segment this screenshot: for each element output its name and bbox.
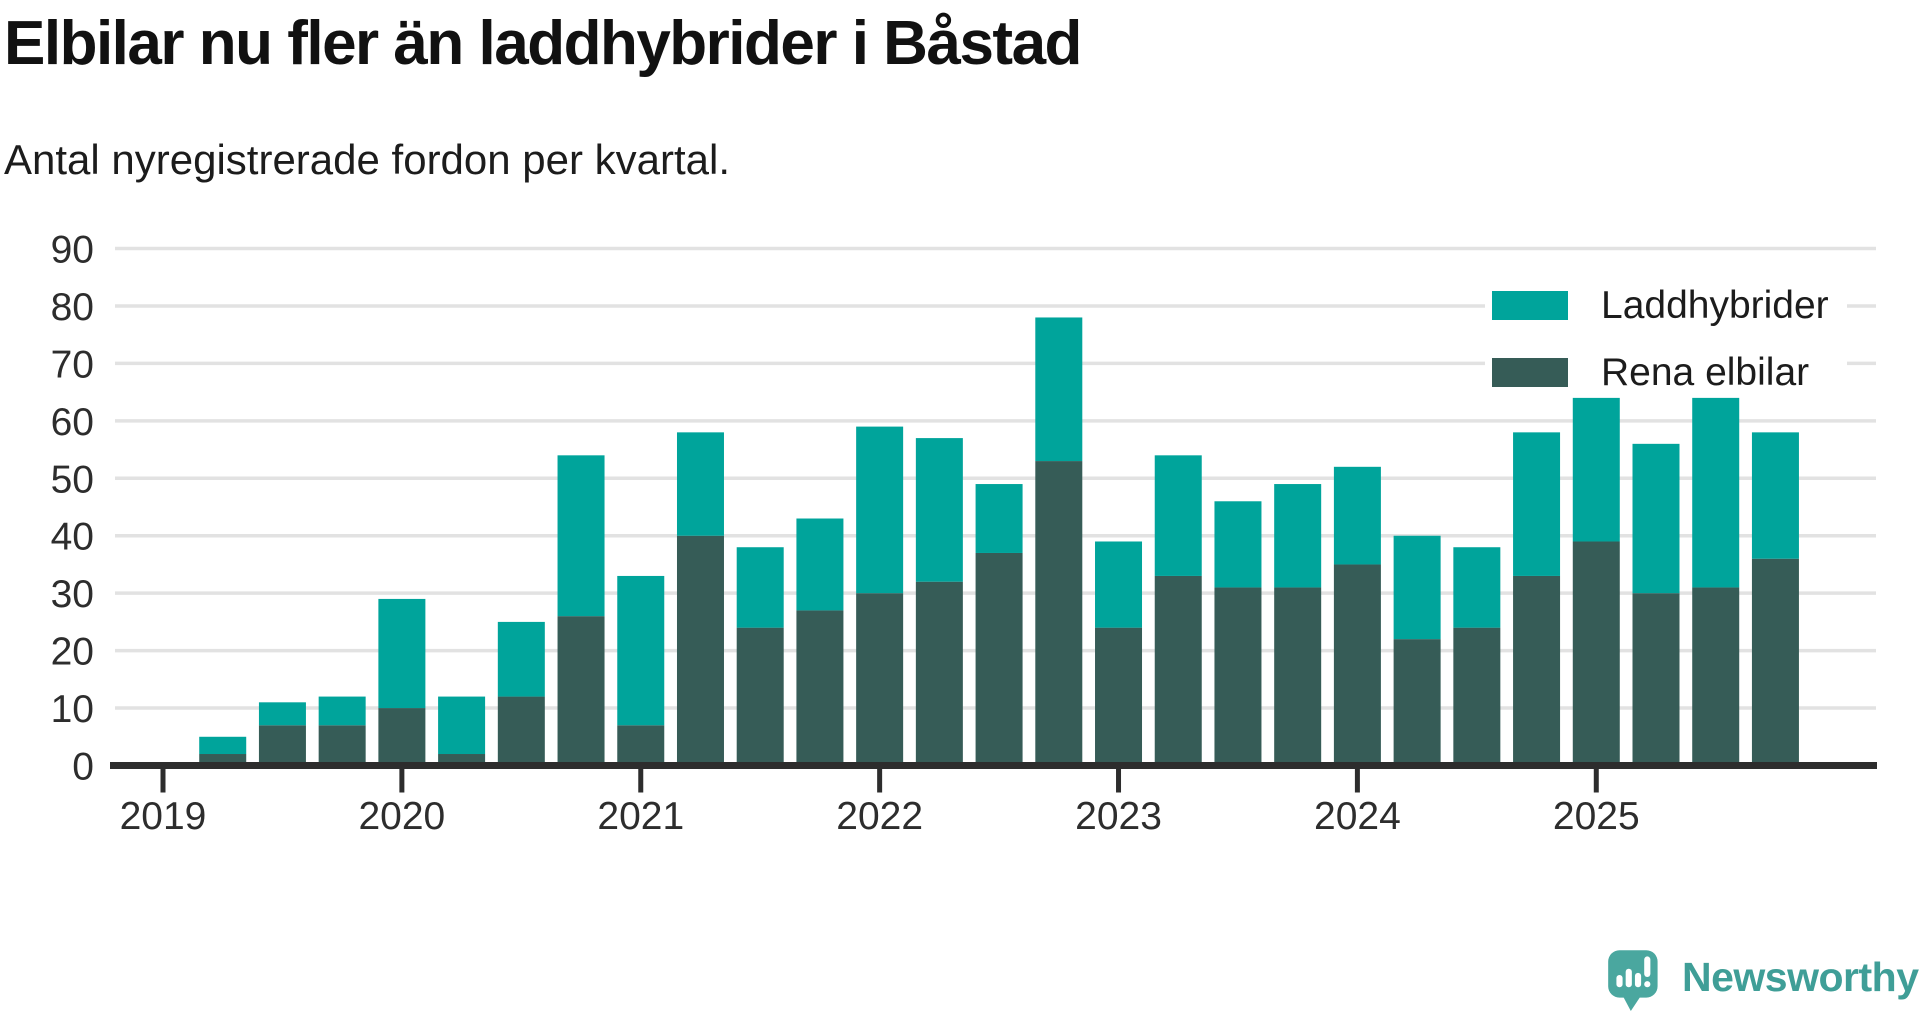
bar-segment-laddhybrider (1214, 501, 1262, 588)
bar-segment-laddhybrider (438, 696, 486, 755)
bar-segment-rena-elbilar (975, 552, 1023, 766)
legend-swatch-rena-elbilar (1492, 358, 1568, 387)
y-tick-label: 0 (72, 746, 94, 789)
bar-segment-rena-elbilar (497, 696, 545, 766)
bar-segment-rena-elbilar (1095, 627, 1143, 766)
bar-segment-laddhybrider (378, 598, 426, 709)
bar-segment-laddhybrider (1095, 541, 1143, 628)
bar-segment-laddhybrider (318, 696, 366, 726)
bar-segment-laddhybrider (856, 426, 904, 594)
bar-segment-rena-elbilar (1035, 461, 1083, 766)
newsworthy-brand: Newsworthy (1606, 942, 1919, 1012)
bar-segment-rena-elbilar (1214, 587, 1262, 766)
legend-swatch-laddhybrider (1492, 291, 1568, 320)
x-tick-label: 2020 (358, 795, 445, 838)
bar-segment-rena-elbilar (736, 627, 784, 766)
bar-segment-rena-elbilar (915, 581, 963, 766)
y-tick-label: 70 (51, 343, 94, 386)
y-tick-label: 20 (51, 631, 94, 674)
bar-segment-rena-elbilar (1751, 558, 1799, 766)
bar-segment-laddhybrider (1513, 432, 1561, 576)
y-tick-label: 60 (51, 401, 94, 444)
bar-segment-laddhybrider (1393, 535, 1441, 640)
bar-segment-rena-elbilar (258, 725, 306, 766)
x-tick-label: 2022 (836, 795, 923, 838)
bar-segment-laddhybrider (975, 484, 1023, 553)
bar-segment-laddhybrider (497, 621, 545, 697)
y-tick-label: 40 (51, 516, 94, 559)
bar-segment-rena-elbilar (438, 754, 486, 766)
y-tick-label: 90 (51, 229, 94, 272)
x-tick-label: 2024 (1314, 795, 1401, 838)
bar-segment-laddhybrider (1274, 484, 1322, 588)
bar-segment-rena-elbilar (1572, 541, 1620, 766)
bar-segment-laddhybrider (1751, 432, 1799, 559)
bar-segment-rena-elbilar (1692, 587, 1740, 766)
legend-label-rena-elbilar: Rena elbilar (1601, 351, 1810, 394)
page-subtitle: Antal nyregistrerade fordon per kvartal. (4, 136, 731, 183)
bar-segment-rena-elbilar (199, 754, 247, 766)
bar-segment-rena-elbilar (318, 725, 366, 766)
bar-segment-laddhybrider (1692, 397, 1740, 588)
bar-segment-laddhybrider (199, 736, 247, 755)
bar-segment-rena-elbilar (557, 616, 605, 766)
bar-segment-laddhybrider (617, 575, 665, 726)
bar-segment-rena-elbilar (796, 610, 844, 766)
y-tick-label: 80 (51, 286, 94, 329)
bar-segment-rena-elbilar (1333, 564, 1381, 766)
bar-segment-rena-elbilar (378, 708, 426, 766)
newsworthy-logo-text: Newsworthy (1682, 953, 1919, 1000)
y-tick-label: 30 (51, 573, 94, 616)
bar-segment-rena-elbilar (1513, 575, 1561, 766)
bar-segment-laddhybrider (258, 702, 306, 726)
bar-segment-laddhybrider (676, 432, 724, 536)
bar-segment-laddhybrider (1333, 466, 1381, 565)
x-tick-label: 2023 (1075, 795, 1162, 838)
bar-segment-laddhybrider (796, 518, 844, 611)
bar-segment-laddhybrider (557, 455, 605, 617)
bar-segment-laddhybrider (1453, 547, 1501, 628)
bar-segment-laddhybrider (736, 547, 784, 628)
y-tick-label: 50 (51, 458, 94, 501)
x-tick-label: 2019 (120, 795, 207, 838)
bar-segment-laddhybrider (1035, 317, 1083, 462)
bar-segment-laddhybrider (915, 438, 963, 582)
bar-segment-laddhybrider (1632, 443, 1680, 594)
legend-label-laddhybrider: Laddhybrider (1601, 284, 1829, 327)
bar-segment-rena-elbilar (1632, 593, 1680, 766)
bar-segment-laddhybrider (1572, 397, 1620, 542)
bar-segment-laddhybrider (1154, 455, 1202, 576)
x-tick-label: 2021 (597, 795, 684, 838)
legend-item-laddhybrider: Laddhybrider (1485, 286, 1847, 325)
bar-segment-rena-elbilar (617, 725, 665, 766)
legend: Laddhybrider Rena elbilar (1485, 286, 1847, 420)
bar-segment-rena-elbilar (1274, 587, 1322, 766)
bar-segment-rena-elbilar (856, 593, 904, 766)
bar-segment-rena-elbilar (676, 535, 724, 766)
bar-segment-rena-elbilar (1453, 627, 1501, 766)
newsworthy-logo-icon (1608, 950, 1658, 1011)
x-tick-label: 2025 (1553, 795, 1640, 838)
y-tick-label: 10 (51, 688, 94, 731)
page-title: Elbilar nu fler än laddhybrider i Båstad (4, 9, 1082, 78)
bar-segment-rena-elbilar (1154, 575, 1202, 766)
bar-segment-rena-elbilar (1393, 639, 1441, 766)
legend-item-rena-elbilar: Rena elbilar (1485, 353, 1847, 392)
